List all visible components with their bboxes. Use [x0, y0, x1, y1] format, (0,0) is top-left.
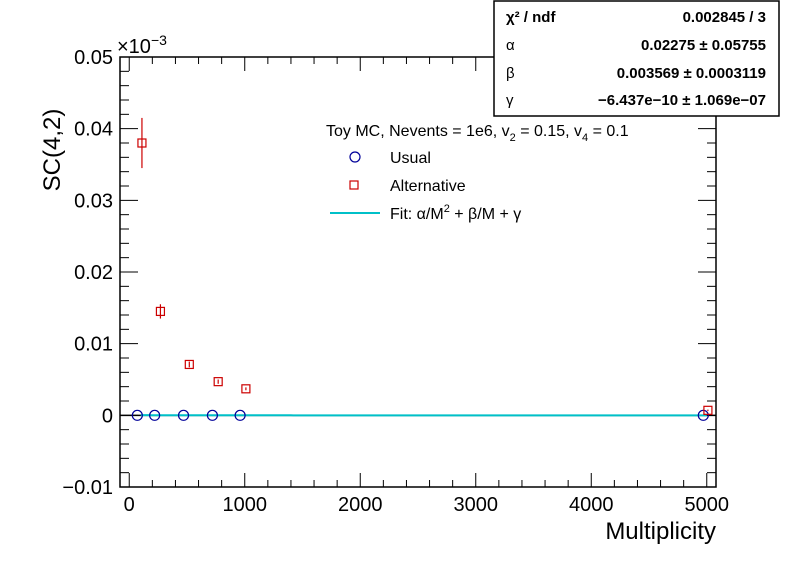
x-tick-label: 4000 — [569, 494, 614, 516]
y-axis-title: SC(4,2) — [39, 109, 66, 192]
usual-point — [697, 409, 709, 421]
legend-usual-label: Usual — [390, 150, 431, 167]
usual-point — [131, 409, 143, 421]
y-tick-label: 0.01 — [74, 334, 113, 356]
stats-gamma-value: −6.437e−10 ± 1.069e−07 — [598, 92, 766, 109]
usual-point — [149, 409, 161, 421]
legend-header: Toy MC, Nevents = 1e6, v2 = 0.15, v4 = 0… — [326, 123, 629, 144]
stats-chi2-label: χ² / ndf — [506, 9, 556, 26]
y-tick-label: 0.03 — [74, 190, 113, 212]
stats-alpha-label: α — [506, 37, 515, 54]
stats-beta-value: 0.003569 ± 0.0003119 — [617, 65, 766, 82]
alternative-point — [155, 306, 166, 317]
stats-beta-label: β — [506, 65, 515, 82]
y-tick-label: 0.02 — [74, 262, 113, 284]
usual-point — [206, 409, 219, 421]
y-exponent-label: ×10−3 — [117, 32, 167, 58]
data-points — [131, 138, 713, 421]
legend-usual-marker — [349, 151, 361, 163]
alternative-point — [703, 405, 713, 415]
axis-ticks: 0 1000 2000 3000 4000 5000 −0.01 0 0.01 0.02 0.03 0… — [62, 47, 729, 516]
legend-alternative-marker — [349, 180, 359, 190]
legend-fit-label: Fit: α/M2 + β/M + γ — [390, 203, 521, 223]
x-tick-label: 1000 — [222, 494, 267, 516]
usual-point — [177, 409, 190, 421]
stats-gamma-label: γ — [506, 92, 514, 109]
error-bars — [141, 117, 709, 412]
x-tick-label: 0 — [124, 494, 135, 516]
stats-box-frame — [493, 0, 780, 117]
x-tick-label: 5000 — [685, 494, 730, 516]
alternative-point — [184, 359, 194, 370]
alternative-point — [137, 138, 147, 148]
stats-chi2-value: 0.002845 / 3 — [683, 9, 766, 26]
stats-alpha-value: 0.02275 ± 0.05755 — [641, 37, 766, 54]
legend-alternative-label: Alternative — [390, 178, 466, 195]
y-tick-label: 0.05 — [74, 47, 113, 69]
usual-point — [234, 409, 246, 421]
y-tick-label: 0 — [102, 405, 113, 427]
fit-stats-box: χ² / ndf 0.002845 / 3 α 0.02275 ± 0.0575… — [493, 0, 780, 117]
y-tick-label: 0.04 — [74, 119, 113, 141]
y-tick-label: −0.01 — [62, 477, 113, 499]
x-tick-label: 3000 — [454, 494, 499, 516]
x-axis-title: Multiplicity — [605, 518, 716, 545]
legend: Toy MC, Nevents = 1e6, v2 = 0.15, v4 = 0… — [326, 123, 629, 223]
alternative-point — [241, 384, 251, 394]
alternative-point — [213, 377, 223, 387]
x-tick-label: 2000 — [338, 494, 383, 516]
plot-frame — [119, 56, 717, 488]
